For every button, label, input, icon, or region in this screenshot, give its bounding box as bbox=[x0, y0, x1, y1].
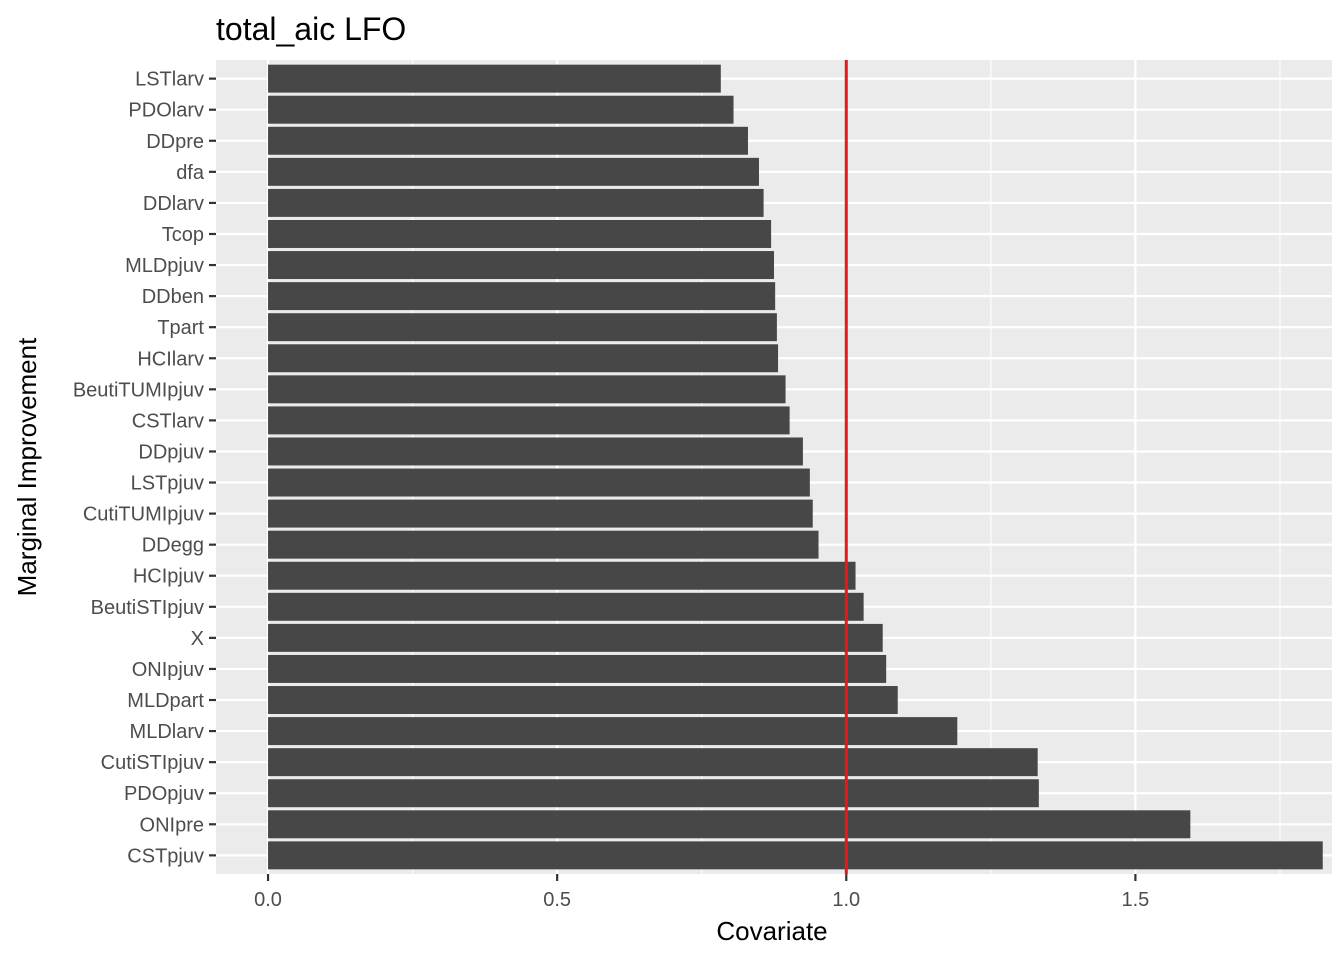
y-tick-label: DDpjuv bbox=[138, 441, 204, 463]
bar-HCIpjuv bbox=[268, 561, 856, 590]
x-axis: 0.0 0.5 1.0 1.5 bbox=[254, 874, 1149, 911]
y-tick-label: HCIpjuv bbox=[133, 566, 204, 588]
bars bbox=[268, 64, 1323, 870]
y-tick-label: PDOpjuv bbox=[124, 783, 204, 805]
y-tick-label: PDOlarv bbox=[128, 100, 204, 122]
bar-CutiTUMIpjuv bbox=[268, 499, 813, 528]
bar-X bbox=[268, 623, 883, 652]
bar-DDben bbox=[268, 282, 776, 311]
bar-BeutiTUMIpjuv bbox=[268, 375, 786, 404]
bar-LSTlarv bbox=[268, 64, 721, 93]
y-tick-label: dfa bbox=[176, 162, 205, 184]
y-tick-label: MLDlarv bbox=[130, 721, 204, 743]
bar-PDOpjuv bbox=[268, 779, 1039, 808]
bar-HCIlarv bbox=[268, 344, 779, 373]
bar-DDpjuv bbox=[268, 437, 803, 466]
bar-Tcop bbox=[268, 220, 772, 248]
bar-ONIpre bbox=[268, 810, 1191, 839]
bar-MLDpjuv bbox=[268, 251, 774, 280]
y-tick-label: MLDpart bbox=[127, 690, 204, 712]
chart-title: total_aic LFO bbox=[216, 11, 406, 47]
y-tick-label: ONIpre bbox=[140, 814, 204, 836]
y-tick-label: DDben bbox=[142, 286, 204, 308]
y-tick-label: MLDpjuv bbox=[125, 255, 204, 277]
y-tick-label: DDlarv bbox=[143, 193, 204, 215]
bar-DDegg bbox=[268, 530, 819, 559]
bar-MLDpart bbox=[268, 686, 898, 714]
bar-MLDlarv bbox=[268, 717, 958, 746]
bar-ONIpjuv bbox=[268, 654, 887, 683]
bar-CSTpjuv bbox=[268, 841, 1323, 870]
bar-PDOlarv bbox=[268, 95, 734, 124]
y-tick-label: X bbox=[191, 628, 204, 650]
y-tick-label: BeutiTUMIpjuv bbox=[73, 379, 204, 401]
x-tick-label: 0.5 bbox=[543, 889, 571, 911]
bar-LSTpjuv bbox=[268, 468, 810, 497]
bar-BeutiSTIpjuv bbox=[268, 592, 864, 621]
x-axis-title: Covariate bbox=[716, 916, 827, 946]
x-tick-label: 1.5 bbox=[1121, 889, 1149, 911]
bar-CSTlarv bbox=[268, 406, 790, 435]
y-tick-label: ONIpjuv bbox=[132, 659, 204, 681]
y-tick-label: CSTpjuv bbox=[127, 845, 204, 867]
y-tick-label: HCIlarv bbox=[137, 348, 204, 370]
y-tick-label: LSTpjuv bbox=[131, 473, 204, 495]
y-tick-label: DDpre bbox=[146, 131, 204, 153]
x-tick-label: 0.0 bbox=[254, 889, 282, 911]
x-tick-label: 1.0 bbox=[832, 889, 860, 911]
y-axis: LSTlarv PDOlarv DDpre dfa DDlarv Tcop MLDpjuv D… bbox=[73, 69, 216, 867]
y-tick-label: DDegg bbox=[142, 535, 204, 557]
bar-CutiSTIpjuv bbox=[268, 748, 1038, 777]
y-tick-label: CSTlarv bbox=[132, 410, 204, 432]
y-axis-title: Marginal Improvement bbox=[12, 337, 42, 596]
y-tick-label: BeutiSTIpjuv bbox=[91, 597, 204, 619]
y-tick-label: Tcop bbox=[162, 224, 204, 246]
bar-DDpre bbox=[268, 126, 748, 155]
bar-Tpart bbox=[268, 313, 777, 342]
y-tick-label: CutiSTIpjuv bbox=[101, 752, 204, 774]
y-tick-label: CutiTUMIpjuv bbox=[83, 504, 204, 526]
y-tick-label: Tpart bbox=[157, 317, 204, 339]
bar-DDlarv bbox=[268, 188, 764, 217]
bar-dfa bbox=[268, 157, 759, 186]
y-tick-label: LSTlarv bbox=[135, 69, 204, 91]
